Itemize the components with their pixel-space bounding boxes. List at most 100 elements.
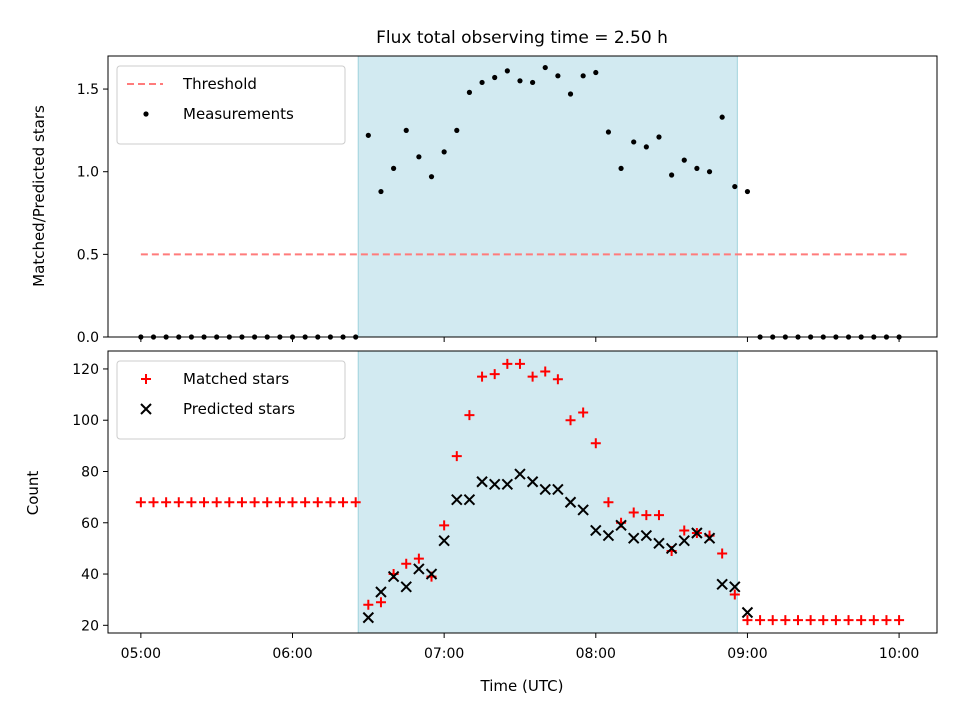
legend-box	[116, 65, 346, 145]
predicted-stars-point	[514, 468, 526, 480]
predicted-stars-point	[627, 532, 640, 544]
matched-stars-point	[262, 497, 273, 508]
predicted-stars-point	[665, 542, 678, 555]
measurements-point	[454, 127, 460, 133]
y-tick-label: 120	[72, 362, 99, 378]
matched-stars-point	[843, 615, 854, 626]
y-tick-label: 0.5	[77, 247, 99, 263]
ratio-panel: 0.0 0.5 1.0 1.5 Matched/Predicted stars Thr…	[30, 55, 938, 346]
predicted-stars-point	[501, 478, 514, 491]
measurements-point	[542, 64, 548, 71]
matched-stars-point	[818, 615, 829, 626]
measurements-point	[492, 74, 498, 81]
predicted-stars-point	[577, 504, 589, 516]
ratio-shaded-span	[357, 55, 738, 338]
predicted-stars-point	[602, 529, 615, 542]
measurements-point	[378, 188, 384, 195]
matched-stars-point	[477, 371, 488, 382]
matched-stars-point	[729, 589, 740, 600]
predicted-stars-point	[691, 527, 703, 539]
matched-stars-point	[401, 558, 412, 569]
measurements-point	[643, 144, 649, 150]
measurements-point	[416, 154, 422, 160]
matched-stars-point	[375, 597, 386, 608]
matched-stars-point	[641, 510, 652, 521]
measurements-point	[744, 188, 751, 195]
predicted-stars-point	[640, 529, 653, 542]
matched-stars-point	[856, 615, 867, 626]
matched-stars-point	[274, 497, 285, 508]
matched-stars-point	[552, 374, 563, 385]
matched-stars-point	[236, 497, 247, 508]
x-tick-label: 07:00	[424, 646, 464, 662]
matched-stars-point	[894, 615, 905, 626]
legend-box	[116, 360, 346, 440]
measurements-point	[694, 165, 700, 171]
measurements-point	[618, 165, 624, 171]
matched-stars-point	[830, 615, 841, 626]
measurements-point	[580, 73, 586, 79]
predicted-stars-point	[451, 493, 463, 506]
y-tick-label: 100	[72, 413, 99, 429]
ratio-legend: Threshold Measurements	[116, 65, 346, 145]
y-tick-label: 20	[81, 618, 99, 634]
matched-stars-point	[350, 497, 361, 508]
predicted-stars-point	[564, 496, 577, 508]
matched-stars-point	[881, 615, 892, 626]
matched-stars-point	[527, 371, 538, 382]
legend-label: Threshold	[182, 75, 257, 93]
matched-stars-point	[211, 497, 222, 508]
legend-label: Matched stars	[183, 370, 289, 388]
matched-stars-point	[363, 599, 374, 610]
matched-stars-point	[792, 615, 803, 626]
measurements-point	[517, 78, 523, 84]
count-axes-frame	[107, 350, 938, 634]
matched-stars-point	[590, 438, 601, 449]
chart-title: Flux total observing time = 2.50 h	[376, 28, 668, 48]
measurements-point	[555, 73, 561, 79]
matched-stars-point	[413, 553, 424, 564]
matched-stars-point	[199, 497, 210, 508]
measurements-point	[669, 172, 675, 178]
x-tick-label: 06:00	[272, 646, 312, 662]
matched-stars-point	[224, 497, 235, 508]
matched-stars-point	[514, 358, 525, 369]
measurements-point	[681, 157, 687, 163]
matched-stars-point	[135, 497, 146, 508]
matched-stars-point	[338, 497, 349, 508]
matched-stars-point	[249, 497, 260, 508]
measurements-point	[466, 89, 473, 95]
predicted-stars-point	[716, 578, 728, 590]
matched-stars-point	[755, 615, 766, 626]
measurements-point	[504, 68, 510, 74]
ratio-y-axis-label: Matched/Predicted stars	[30, 105, 48, 287]
predicted-stars-point	[413, 563, 425, 575]
matched-stars-point	[679, 525, 690, 536]
predicted-stars-point	[387, 570, 400, 583]
matched-stars-point	[173, 497, 184, 508]
predicted-stars-point	[526, 476, 539, 488]
matched-stars-point	[464, 410, 475, 421]
y-tick-label: 1.5	[77, 82, 99, 98]
matched-stars-point	[540, 366, 551, 377]
measurements-point	[567, 91, 574, 97]
measurements-point	[403, 127, 409, 133]
measurements-point	[719, 114, 725, 120]
matched-stars-point	[186, 497, 197, 508]
matched-stars-point	[653, 510, 664, 521]
legend-swatch	[143, 111, 149, 117]
count-y-axis-label: Count	[24, 471, 42, 516]
measurements-point	[530, 79, 536, 86]
measurements-point	[605, 129, 612, 135]
predicted-stars-point	[590, 524, 602, 537]
x-tick-label: 05:00	[121, 646, 161, 662]
x-tick-label: 10:00	[879, 646, 919, 662]
measurements-point	[706, 169, 713, 175]
matched-stars-point	[603, 497, 614, 508]
matched-stars-point	[717, 548, 728, 559]
matched-stars-point	[742, 615, 753, 626]
measurements-point	[631, 139, 637, 145]
matched-stars-point	[578, 407, 589, 418]
predicted-stars-point	[729, 581, 741, 593]
